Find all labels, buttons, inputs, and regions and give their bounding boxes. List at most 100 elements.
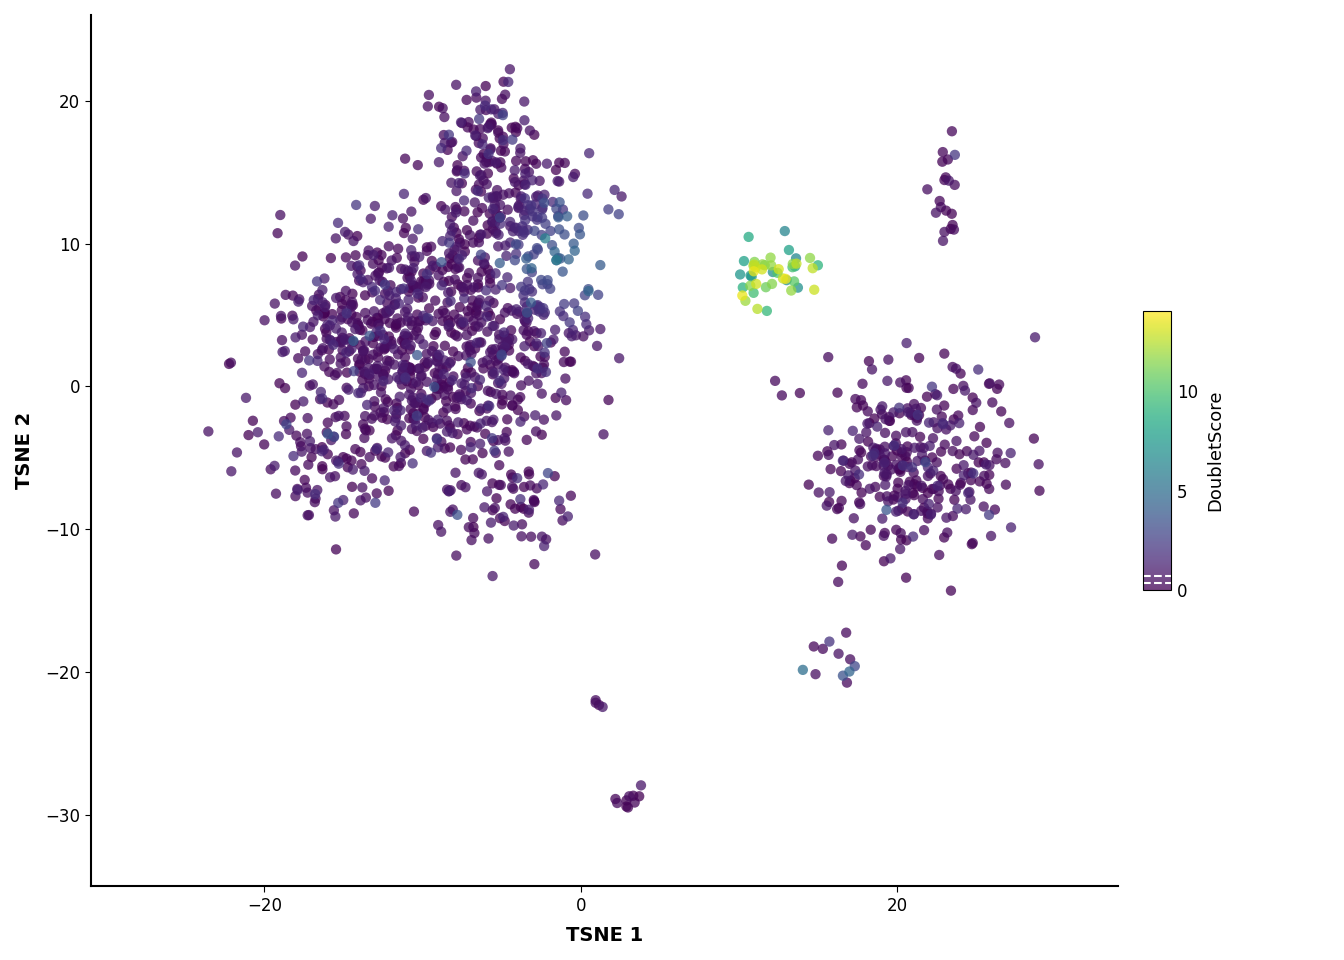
Point [415,419,437,434]
Point [521,358,543,373]
Point [321,313,343,328]
Point [294,344,316,359]
Point [849,529,871,544]
Point [460,418,481,433]
Point [461,324,482,339]
Point [519,467,540,482]
Point [468,319,489,334]
Point [372,274,394,289]
Point [536,335,558,350]
Point [466,420,488,435]
Point [734,253,755,269]
Point [804,282,825,298]
Point [903,408,925,423]
Point [437,285,458,300]
Point [259,462,281,477]
Point [931,409,953,424]
Point [409,361,430,376]
Point [434,305,456,321]
Point [500,496,521,512]
Point [540,335,562,350]
Point [895,533,917,548]
Point [519,123,540,138]
Point [403,254,425,270]
Point [448,176,469,191]
Point [544,390,566,405]
Point [313,359,335,374]
Point [434,352,456,368]
Point [429,99,450,114]
Point [866,443,887,458]
Point [401,363,422,378]
Point [446,548,468,564]
Point [431,277,453,293]
Point [476,401,497,417]
Point [841,527,863,542]
Point [470,264,492,279]
Point [476,352,497,368]
Point [500,235,521,251]
Point [421,344,442,359]
Point [577,186,598,202]
Point [319,332,340,348]
Point [496,412,517,427]
Point [862,448,883,464]
Point [560,328,582,344]
Point [458,265,480,280]
Point [895,380,917,396]
Point [895,372,917,388]
Point [401,273,422,288]
Point [618,788,640,804]
Point [320,469,341,485]
Point [817,349,839,365]
Point [564,327,586,343]
Point [875,412,896,427]
Point [488,351,509,367]
Point [480,357,501,372]
Point [476,309,497,324]
Point [382,431,403,446]
Point [394,438,415,453]
Point [927,500,949,516]
Point [437,259,458,275]
Point [378,303,399,319]
Point [374,404,395,420]
Point [844,659,866,674]
Point [360,316,382,331]
Point [366,442,387,457]
Point [456,383,477,398]
Point [859,416,880,431]
Point [392,332,414,348]
Point [837,468,859,483]
Point [453,163,474,179]
Point [448,231,469,247]
Point [548,493,570,509]
Point [532,201,554,216]
Point [336,451,358,467]
Point [439,228,461,244]
Point [909,350,930,366]
Point [751,262,773,277]
Point [896,400,918,416]
Point [387,311,409,326]
Point [874,468,895,484]
Point [534,357,555,372]
Point [269,375,290,391]
Point [476,283,497,299]
Point [317,446,339,462]
Point [462,213,484,228]
Point [875,425,896,441]
Point [817,444,839,459]
Point [401,338,422,353]
Point [906,479,927,494]
Point [328,215,349,230]
Point [1000,445,1021,461]
Point [439,315,461,330]
Point [489,331,511,347]
Point [935,510,957,525]
Point [335,426,356,442]
Point [934,397,956,413]
Point [340,334,362,349]
Point [332,330,353,346]
Point [270,308,292,324]
